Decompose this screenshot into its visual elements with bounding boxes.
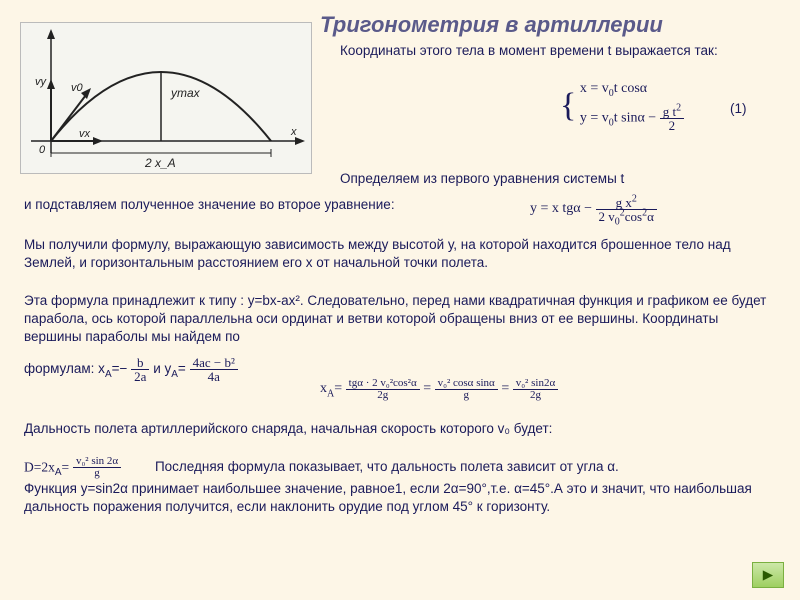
system-equations: { x = v0t cosα y = v0t sinα − g t22 bbox=[560, 80, 684, 132]
max-range-conclusion: Функция y=sin2α принимает наибольшее зна… bbox=[24, 480, 774, 516]
intro-coordinates: Координаты этого тела в момент времени t… bbox=[340, 42, 780, 60]
projectile-diagram: vy v0 vx ymax 0 x 2 x_A bbox=[20, 22, 312, 174]
substitute-text: и подставляем полученное значение во вто… bbox=[24, 196, 774, 214]
explanation-1: Мы получили формулу, выражающую зависимо… bbox=[24, 236, 774, 272]
label-x: x bbox=[290, 126, 297, 138]
brace-icon: { bbox=[560, 87, 576, 124]
page-title: Тригонометрия в артиллерии bbox=[320, 10, 663, 40]
label-vx: vx bbox=[79, 128, 91, 140]
derive-t: Определяем из первого уравнения системы … bbox=[340, 170, 780, 188]
equation-label-1: (1) bbox=[730, 100, 747, 118]
chevron-right-icon: ▶ bbox=[763, 566, 773, 584]
explanation-2: Эта формула принадлежит к типу : y=bx-ax… bbox=[24, 292, 774, 347]
range-formula-line: D=2xA= v₀² sin 2αg Последняя формула пок… bbox=[24, 456, 774, 479]
label-range: 2 x_A bbox=[144, 156, 176, 170]
xA-derivation: xA= tgα · 2 v₀²cos²α2g = v₀² cosα sinαg … bbox=[320, 378, 780, 401]
trajectory-equation: y = x tgα − g x2 2 v02cos2α bbox=[530, 196, 657, 223]
label-origin: 0 bbox=[39, 144, 46, 156]
range-conclusion: Последняя формула показывает, что дально… bbox=[155, 459, 619, 474]
label-vy: vy bbox=[35, 76, 48, 88]
label-v0: v0 bbox=[71, 82, 84, 94]
range-intro: Дальность полета артиллерийского снаряда… bbox=[24, 420, 774, 438]
next-button[interactable]: ▶ bbox=[752, 562, 784, 588]
label-ymax: ymax bbox=[170, 86, 201, 100]
trajectory-svg: vy v0 vx ymax 0 x 2 x_A bbox=[21, 23, 311, 173]
